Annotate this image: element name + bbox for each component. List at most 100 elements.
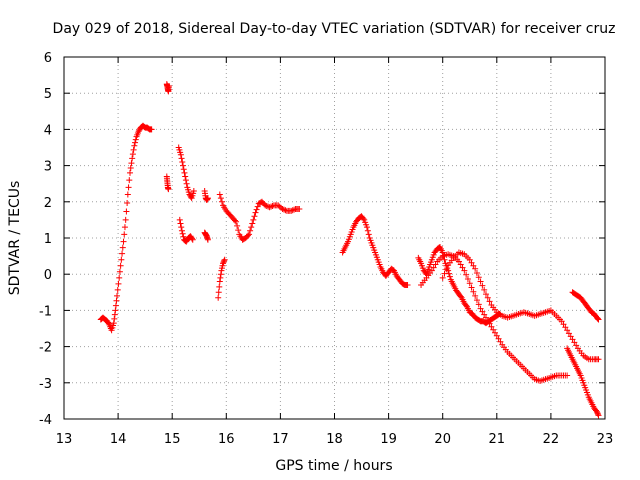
data-point [130,146,137,153]
data-point [441,270,448,277]
data-point [215,289,222,296]
series-arc-7 [201,229,211,243]
data-point [463,271,470,278]
data-point [457,261,464,268]
data-point [231,217,238,224]
data-point [180,166,187,173]
data-point [119,244,126,251]
data-point [221,256,228,263]
data-point [124,191,131,198]
data-point [182,177,189,184]
y-tick-label: 4 [44,123,52,138]
data-point [473,297,480,304]
data-point [128,160,135,167]
x-tick-label: 23 [597,432,614,447]
y-tick-label: 2 [44,196,52,211]
data-point [269,203,276,210]
data-point [490,326,497,333]
data-point [179,230,186,237]
data-point [165,186,172,193]
data-point [127,165,134,172]
series-arc-4 [175,144,197,202]
data-point [235,227,242,234]
x-tick-label: 17 [272,432,289,447]
data-point [148,126,155,133]
data-point [221,257,228,264]
data-point [217,271,224,278]
data-point [244,232,251,239]
y-tick-label: 6 [44,51,52,66]
y-tick-label: 5 [44,87,52,102]
data-point [464,276,471,283]
x-tick-label: 16 [218,432,235,447]
data-point [131,142,138,149]
data-point [481,311,488,318]
data-point [249,220,256,227]
data-point [122,216,129,223]
data-point [472,292,479,299]
data-point [116,268,123,275]
x-tick-label: 18 [326,432,343,447]
data-point [281,206,288,213]
y-tick-labels: -4 -3 -2 -1 0 1 2 3 4 5 6 [39,51,52,428]
plot-frame [63,56,606,420]
x-tick-label: 21 [489,432,506,447]
data-point [111,311,118,318]
data-point [132,136,139,143]
data-point [112,307,119,314]
data-point [468,284,475,291]
x-tick-label: 15 [164,432,181,447]
data-point [121,231,128,238]
data-point [250,216,257,223]
data-point [129,155,136,162]
data-point [246,231,253,238]
data-point [571,339,578,346]
data-point [479,308,486,315]
data-point [473,269,480,276]
data-point [216,278,223,285]
data-point [468,259,475,266]
data-point [177,151,184,158]
data-point [216,283,223,290]
data-point [204,236,211,243]
data-point [481,286,488,293]
data-point [180,162,187,169]
data-point [178,224,185,231]
data-point [565,330,572,337]
data-point [482,291,489,298]
data-point [116,274,123,281]
y-tick-label: 3 [44,160,52,175]
data-point [488,323,495,330]
series-arc-6 [201,187,211,203]
data-point [216,191,223,198]
data-point [291,206,298,213]
chart-title: Day 029 of 2018, Sidereal Day-to-day VTE… [53,21,616,37]
x-tick-label: 19 [380,432,397,447]
data-point [486,298,493,305]
data-points [97,81,602,419]
data-point [254,203,261,210]
data-point [217,274,224,281]
data-point [262,202,269,209]
data-point [180,233,187,240]
series-arc-2 [163,81,172,95]
series-arc-13 [439,249,602,363]
data-point [282,207,289,214]
data-point [177,220,184,227]
data-point [234,222,241,229]
data-point [472,265,479,272]
series-arc-10 [339,213,411,289]
data-point [121,224,128,231]
data-point [263,203,270,210]
data-point [404,282,411,289]
data-point [178,155,185,162]
data-point [432,261,439,268]
y-tick-label: -2 [39,341,52,356]
data-point [252,209,259,216]
data-point [564,327,571,334]
data-point [484,294,491,301]
data-point [573,342,580,349]
data-point [124,200,131,207]
x-axis-label: GPS time / hours [275,458,392,474]
data-point [479,282,486,289]
